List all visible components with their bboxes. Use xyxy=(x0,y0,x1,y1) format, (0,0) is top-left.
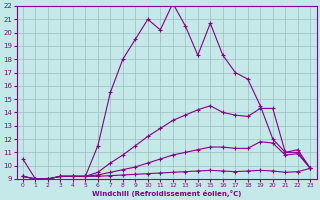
X-axis label: Windchill (Refroidissement éolien,°C): Windchill (Refroidissement éolien,°C) xyxy=(92,190,241,197)
